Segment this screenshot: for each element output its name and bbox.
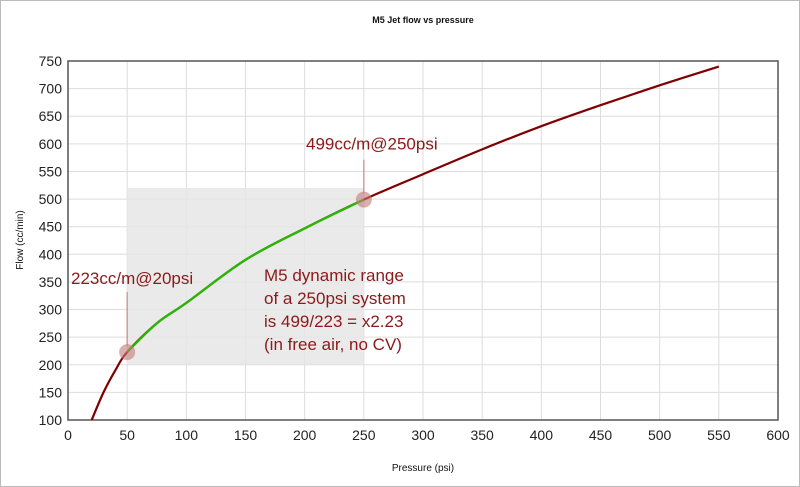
x-tick-label: 450 [589, 427, 613, 443]
data-point-marker [355, 191, 372, 208]
chart-title: M5 Jet flow vs pressure [372, 15, 474, 25]
y-tick-label: 250 [39, 329, 63, 345]
y-tick-label: 350 [39, 274, 63, 290]
point-label: 499cc/m@250psi [306, 135, 438, 154]
y-axis-label: Flow (cc/min) [15, 210, 26, 269]
annotation-text: of a 250psi system [264, 289, 406, 308]
x-tick-label: 400 [530, 427, 554, 443]
x-tick-label: 500 [648, 427, 672, 443]
point-label: 223cc/m@20psi [71, 269, 193, 288]
y-tick-label: 150 [39, 384, 63, 400]
x-tick-label: 600 [766, 427, 790, 443]
y-tick-label: 500 [39, 191, 63, 207]
y-tick-label: 100 [39, 412, 63, 428]
y-tick-label: 200 [39, 357, 63, 373]
x-tick-label: 350 [470, 427, 494, 443]
y-tick-label: 300 [39, 302, 63, 318]
y-tick-label: 400 [39, 246, 63, 262]
y-tick-label: 700 [39, 81, 63, 97]
y-tick-label: 450 [39, 219, 63, 235]
x-tick-label: 200 [293, 427, 317, 443]
y-tick-label: 600 [39, 136, 63, 152]
x-tick-label: 150 [234, 427, 258, 443]
highlight-segment [126, 198, 365, 353]
x-tick-label: 550 [707, 427, 731, 443]
x-tick-label: 0 [64, 427, 72, 443]
x-tick-label: 250 [352, 427, 376, 443]
plot-frame [67, 60, 779, 421]
annotation-text: M5 dynamic range [264, 266, 404, 285]
data-point-marker [119, 344, 136, 361]
x-tick-label: 300 [411, 427, 435, 443]
y-tick-label: 650 [39, 108, 63, 124]
annotation-text: (in free air, no CV) [264, 335, 402, 354]
x-tick-label: 100 [175, 427, 199, 443]
x-axis-label: Pressure (psi) [392, 463, 454, 474]
x-tick-label: 50 [119, 427, 135, 443]
annotation-text: is 499/223 = x2.23 [264, 312, 403, 331]
y-tick-label: 550 [39, 163, 63, 179]
y-tick-label: 750 [39, 53, 63, 69]
